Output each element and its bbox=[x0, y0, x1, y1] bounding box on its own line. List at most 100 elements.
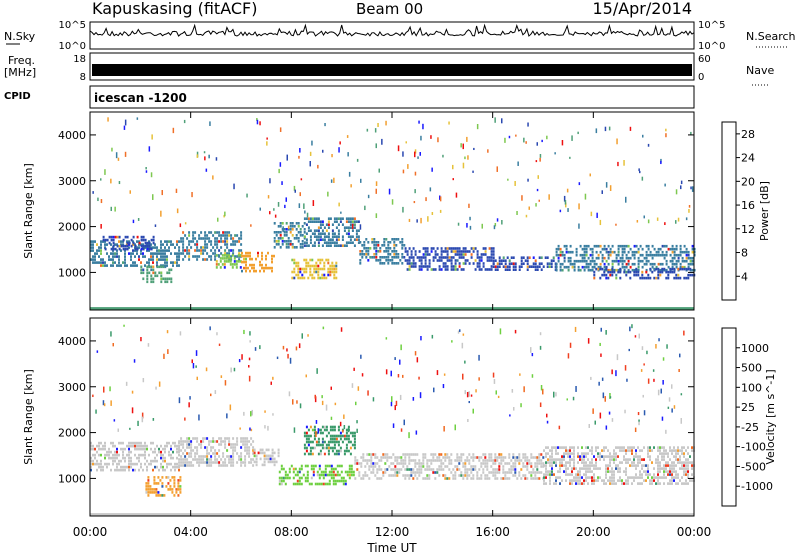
scatter-cell bbox=[551, 473, 553, 476]
scatter-cell bbox=[289, 225, 292, 228]
scatter-cell bbox=[164, 459, 166, 463]
scatter-cell bbox=[476, 471, 479, 474]
scatter-cell bbox=[283, 228, 286, 231]
scatter-cell bbox=[410, 256, 413, 259]
scatter-cell bbox=[402, 453, 405, 456]
scatter-cell bbox=[383, 262, 386, 265]
scatter-cell bbox=[154, 465, 156, 469]
scatter-cell bbox=[285, 228, 288, 231]
scatter-cell bbox=[480, 462, 483, 465]
scatter-cell bbox=[176, 444, 178, 448]
scatter-cell bbox=[536, 456, 539, 459]
scatter-cell bbox=[633, 256, 636, 260]
noise-cell bbox=[298, 203, 301, 209]
scatter-cell bbox=[376, 462, 379, 465]
scatter-cell bbox=[685, 256, 688, 260]
scatter-cell bbox=[349, 238, 352, 241]
scatter-cell bbox=[492, 256, 495, 259]
scatter-cell bbox=[296, 473, 299, 477]
scatter-cell bbox=[681, 482, 683, 485]
scatter-cell bbox=[561, 464, 563, 467]
scatter-cell bbox=[98, 465, 100, 469]
scatter-cell bbox=[146, 249, 148, 252]
scatter-cell bbox=[277, 243, 280, 246]
scatter-cell bbox=[492, 250, 495, 253]
scatter-cell bbox=[577, 482, 579, 485]
scatter-cell bbox=[232, 243, 235, 246]
scatter-cell bbox=[313, 437, 316, 441]
scatter-cell bbox=[601, 259, 604, 263]
scatter-cell bbox=[149, 491, 152, 494]
scatter-cell bbox=[508, 471, 511, 474]
scatter-cell bbox=[100, 258, 102, 261]
scatter-cell bbox=[538, 456, 541, 459]
scatter-cell bbox=[345, 431, 348, 435]
noise-cell bbox=[638, 168, 640, 172]
scatter-cell bbox=[321, 238, 324, 241]
nsky-tick-hi-left: 10^5 bbox=[59, 20, 86, 31]
scatter-cell bbox=[159, 494, 162, 497]
scatter-cell bbox=[355, 220, 358, 223]
scatter-cell bbox=[228, 461, 231, 464]
scatter-cell bbox=[671, 259, 674, 263]
noise-cell bbox=[136, 117, 139, 120]
scatter-cell bbox=[460, 453, 463, 456]
scatter-cell bbox=[321, 220, 324, 223]
scatter-cell bbox=[90, 462, 92, 466]
noise-cell bbox=[248, 357, 251, 361]
scatter-cell bbox=[629, 464, 631, 467]
scatter-cell bbox=[293, 237, 296, 240]
noise-cell bbox=[527, 178, 529, 182]
scatter-cell bbox=[190, 464, 193, 467]
scatter-cell bbox=[563, 446, 565, 449]
scatter-cell bbox=[528, 462, 531, 465]
scatter-cell bbox=[438, 465, 441, 468]
scatter-cell bbox=[198, 443, 201, 446]
scatter-cell bbox=[112, 246, 114, 249]
scatter-cell bbox=[567, 455, 569, 458]
scatter-cell bbox=[100, 459, 102, 463]
scatter-cell bbox=[486, 459, 489, 462]
scatter-cell bbox=[546, 265, 549, 268]
scatter-cell bbox=[214, 255, 217, 258]
scatter-cell bbox=[345, 241, 348, 244]
scatter-cell bbox=[559, 262, 562, 266]
noise-cell bbox=[266, 141, 268, 146]
scatter-cell bbox=[651, 270, 654, 274]
scatter-cell bbox=[406, 262, 409, 265]
noise-cell bbox=[355, 401, 357, 406]
scatter-cell bbox=[424, 247, 427, 250]
scatter-cell bbox=[152, 459, 154, 463]
scatter-cell bbox=[637, 268, 640, 272]
scatter-cell bbox=[157, 476, 160, 479]
scatter-cell bbox=[383, 250, 386, 253]
scatter-cell bbox=[297, 231, 300, 234]
scatter-cell bbox=[219, 260, 222, 263]
scatter-cell bbox=[490, 247, 493, 250]
scatter-cell bbox=[444, 477, 447, 480]
scatter-cell bbox=[396, 474, 399, 477]
scatter-cell bbox=[286, 476, 289, 480]
scatter-cell bbox=[154, 459, 156, 463]
noise-cell bbox=[539, 345, 542, 350]
scatter-cell bbox=[173, 476, 176, 479]
scatter-cell bbox=[641, 464, 643, 467]
scatter-cell bbox=[675, 262, 678, 266]
scatter-cell bbox=[607, 244, 610, 248]
scatter-cell bbox=[609, 455, 611, 458]
scatter-cell bbox=[303, 217, 306, 220]
noise-cell bbox=[286, 154, 288, 161]
scatter-cell bbox=[208, 458, 211, 461]
scatter-cell bbox=[615, 458, 617, 461]
scatter-cell bbox=[591, 458, 593, 461]
scatter-cell bbox=[296, 470, 299, 474]
scatter-cell bbox=[691, 473, 693, 476]
scatter-cell bbox=[595, 461, 597, 464]
scatter-cell bbox=[444, 456, 447, 459]
scatter-cell bbox=[605, 467, 607, 470]
scatter-cell bbox=[344, 479, 347, 483]
scatter-cell bbox=[333, 437, 336, 441]
scatter-cell bbox=[122, 244, 125, 248]
scatter-cell bbox=[218, 464, 221, 467]
scatter-cell bbox=[671, 250, 674, 254]
